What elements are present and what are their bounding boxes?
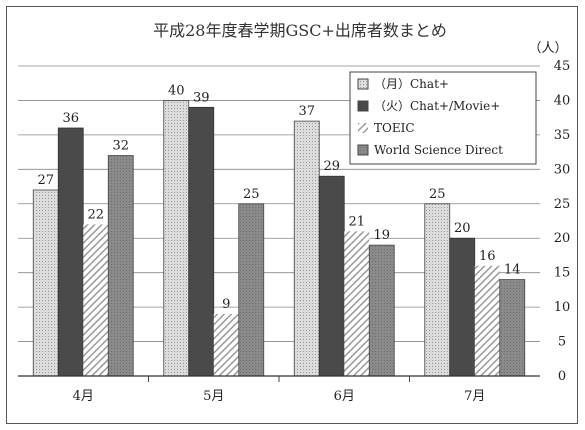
bar-3-3 xyxy=(499,279,526,377)
legend-item-0: （月）Chat+ xyxy=(357,77,449,91)
y-tick-label-9: 45 xyxy=(554,59,571,74)
x-tick-label-2: 6月 xyxy=(334,389,355,404)
legend-swatch-0 xyxy=(357,78,369,90)
data-label-0-2: 22 xyxy=(87,207,104,222)
x-tick-label-3: 7月 xyxy=(464,389,485,404)
y-tick-label-2: 10 xyxy=(554,300,571,315)
bar-3-2 xyxy=(474,265,500,376)
x-tick-label-1: 5月 xyxy=(203,389,224,404)
data-label-1-3: 25 xyxy=(243,187,260,202)
x-tick-label-0: 4月 xyxy=(73,389,94,404)
data-label-3-0: 25 xyxy=(429,187,446,202)
bar-1-3 xyxy=(238,203,265,377)
legend-item-3: World Science Direct xyxy=(357,143,503,157)
data-label-0-0: 27 xyxy=(37,173,54,188)
legend-swatch-2 xyxy=(358,123,368,133)
data-label-1-2: 9 xyxy=(222,297,230,312)
y-tick-label-5: 25 xyxy=(554,197,571,212)
bar-2-1 xyxy=(318,175,345,377)
y-axis-unit-label: （人） xyxy=(528,41,567,56)
data-label-2-2: 21 xyxy=(348,214,365,229)
bar-0-0 xyxy=(32,189,59,377)
legend-label-0: （月）Chat+ xyxy=(374,77,449,91)
legend-label-2: TOEIC xyxy=(374,121,415,135)
bar-3-1 xyxy=(449,237,476,377)
bar-0-3 xyxy=(107,155,134,377)
bar-2-3 xyxy=(368,244,395,377)
y-tick-label-0: 0 xyxy=(558,369,566,384)
bar-1-2 xyxy=(213,314,239,376)
legend: （月）Chat+ （火）Chat+/Movie+ TOEIC World Sci… xyxy=(349,71,537,165)
legend-label-1: （火）Chat+/Movie+ xyxy=(374,99,500,113)
y-tick-label-4: 20 xyxy=(554,231,571,246)
bars xyxy=(32,100,526,377)
y-tick-label-3: 15 xyxy=(554,266,571,281)
y-tick-label-6: 30 xyxy=(554,162,571,177)
bar-1-0 xyxy=(163,100,190,377)
data-label-3-1: 20 xyxy=(454,221,471,236)
legend-swatch-3 xyxy=(357,144,369,156)
data-label-3-3: 14 xyxy=(504,263,521,278)
y-tick-label-1: 5 xyxy=(558,335,566,350)
chart-title: 平成28年度春学期GSC+出席者数まとめ xyxy=(153,21,447,40)
data-label-0-1: 36 xyxy=(62,111,79,126)
bar-2-0 xyxy=(293,120,320,377)
legend-item-2: TOEIC xyxy=(358,121,415,135)
bar-1-1 xyxy=(188,106,215,377)
bar-0-1 xyxy=(57,127,84,377)
data-label-2-1: 29 xyxy=(323,159,340,174)
legend-item-1: （火）Chat+/Movie+ xyxy=(357,99,500,113)
data-label-0-3: 32 xyxy=(112,139,129,154)
legend-swatch-1 xyxy=(357,100,369,112)
data-label-1-1: 39 xyxy=(193,90,210,105)
bar-3-0 xyxy=(424,203,451,377)
bar-0-2 xyxy=(83,224,109,376)
legend-label-3: World Science Direct xyxy=(374,143,503,157)
y-tick-label-7: 35 xyxy=(554,128,571,143)
y-tick-label-8: 40 xyxy=(554,93,571,108)
legend-box xyxy=(349,71,537,165)
bar-2-2 xyxy=(344,231,370,376)
data-label-2-0: 37 xyxy=(298,104,315,119)
data-label-2-3: 19 xyxy=(373,228,390,243)
data-labels: 27 36 22 32 40 39 9 25 37 29 21 19 25 20 16 14 xyxy=(37,83,520,312)
data-label-3-2: 16 xyxy=(479,249,496,264)
axes: 0 5 10 15 20 25 30 35 40 45 4月 5月 6月 7月 xyxy=(18,59,570,404)
data-label-1-0: 40 xyxy=(168,83,185,98)
